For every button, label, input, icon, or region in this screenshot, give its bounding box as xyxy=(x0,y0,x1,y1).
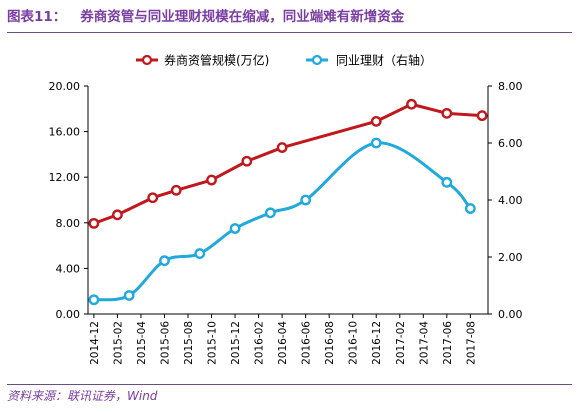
x-axis-tick-label: 2016-02 xyxy=(254,321,266,365)
x-axis-tick-label: 2015-12 xyxy=(230,321,242,365)
series-1-point xyxy=(88,217,100,229)
legend-swatch-marker xyxy=(141,54,153,66)
chart-axes: 0.00 4.00 8.00 12.00 16.00 20.00 0.00 2.00 4.00 6… xyxy=(49,80,523,365)
x-axis-tick-label: 2017-02 xyxy=(395,321,407,365)
line-chart: 券商资管规模(万亿) 同业理财（右轴） 0.00 4.00 8.00 12.00 16.0… xyxy=(49,53,523,365)
legend: 券商资管规模(万亿) 同业理财（右轴） xyxy=(136,53,432,68)
series-1-point xyxy=(476,110,488,122)
left-axis-tick-label: 0.00 xyxy=(56,308,81,321)
legend-swatch-marker xyxy=(311,54,323,66)
right-axis-tick-label: 2.00 xyxy=(498,251,523,264)
series-1-point xyxy=(441,107,453,119)
left-axis-tick-label: 4.00 xyxy=(56,262,81,275)
x-axis-tick-label: 2015-02 xyxy=(112,321,124,365)
series-2-point xyxy=(194,248,206,259)
series-2-point xyxy=(264,207,276,219)
series-2-point xyxy=(159,255,170,267)
series-1-point xyxy=(170,184,182,196)
series-1-point xyxy=(147,192,159,204)
x-axis-tick-label: 2015-10 xyxy=(207,321,219,365)
series-1 xyxy=(88,98,488,229)
left-axis-tick-label: 20.00 xyxy=(49,80,81,93)
x-axis-tick-label: 2015-04 xyxy=(136,321,148,365)
legend-label: 同业理财（右轴） xyxy=(336,53,432,68)
left-axis-tick-label: 8.00 xyxy=(56,217,81,230)
figure-number: 图表11： xyxy=(7,9,67,25)
series-2-point xyxy=(229,223,241,234)
series-2-point xyxy=(464,203,476,214)
series-2-point xyxy=(441,176,453,188)
series-1-point xyxy=(241,155,253,167)
right-axis-tick-label: 0.00 xyxy=(498,308,523,321)
right-axis-tick-label: 8.00 xyxy=(498,80,523,93)
x-axis-tick-label: 2017-06 xyxy=(442,321,454,365)
figure-title: 图表11： 券商资管与同业理财规模在缩减，同业端难有新增资金 xyxy=(7,8,572,33)
x-axis-tick-label: 2016-10 xyxy=(348,321,360,365)
x-axis-tick-label: 2016-08 xyxy=(324,321,336,365)
series-1-point xyxy=(276,142,288,153)
x-axis-tick-label: 2017-08 xyxy=(465,321,477,365)
series-2 xyxy=(88,137,476,306)
series-layer xyxy=(88,98,488,306)
series-1-point xyxy=(206,174,217,186)
series-1-point xyxy=(370,115,382,127)
series-1-point xyxy=(112,209,123,221)
figure-title-text: 券商资管与同业理财规模在缩减，同业端难有新增资金 xyxy=(80,9,405,25)
x-axis-tick-label: 2014-12 xyxy=(89,321,101,365)
series-2-point xyxy=(88,294,100,306)
left-axis-tick-label: 12.00 xyxy=(49,171,81,184)
right-axis-tick-label: 6.00 xyxy=(498,137,523,150)
series-2-point xyxy=(370,137,382,149)
x-axis-tick-label: 2015-06 xyxy=(159,321,171,365)
x-axis-tick-label: 2017-04 xyxy=(418,321,430,365)
legend-label: 券商资管规模(万亿) xyxy=(164,53,269,68)
series-2-point xyxy=(123,290,135,301)
x-axis-tick-label: 2015-08 xyxy=(183,321,195,365)
left-axis-tick-label: 16.00 xyxy=(49,126,81,139)
source-note: 资料来源：联讯证券，Wind xyxy=(7,384,572,403)
x-axis-tick-label: 2016-04 xyxy=(277,321,289,365)
series-1-point xyxy=(406,98,417,110)
x-axis-tick-label: 2016-12 xyxy=(371,321,383,365)
series-2-point xyxy=(300,194,312,206)
series-2-line xyxy=(92,141,472,302)
x-axis-tick-label: 2016-06 xyxy=(301,321,313,365)
right-axis-tick-label: 4.00 xyxy=(498,194,523,207)
